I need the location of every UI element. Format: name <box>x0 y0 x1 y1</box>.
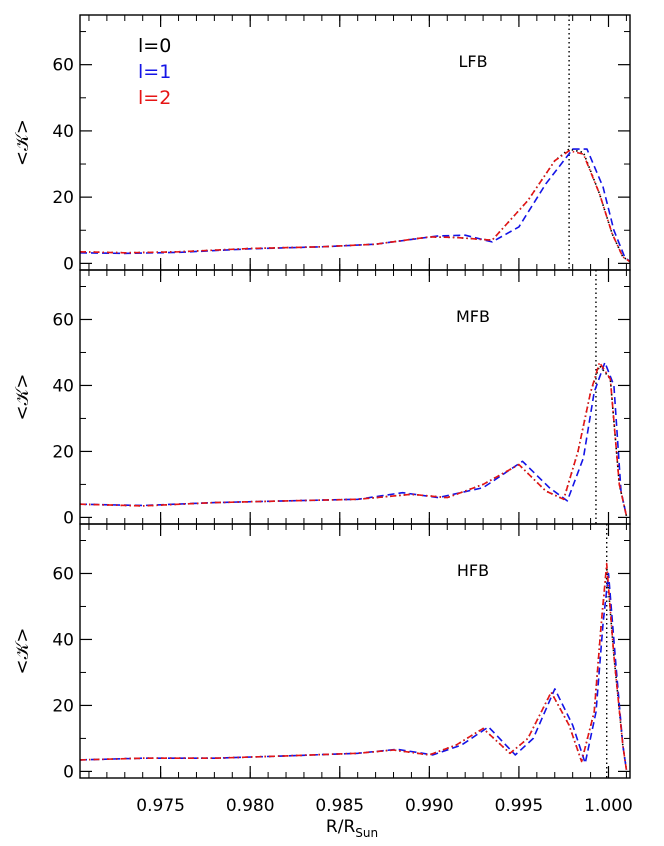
series-line-l1 <box>79 361 628 516</box>
y-tick-label: 60 <box>52 56 74 76</box>
plot-frame <box>79 523 631 779</box>
y-tick-label: 40 <box>52 630 74 650</box>
series-line-l0 <box>79 364 628 516</box>
y-tick-label: 0 <box>63 762 74 782</box>
y-axis-label: <𝒦> <box>12 374 33 421</box>
y-tick-label: 0 <box>63 254 74 274</box>
series-line-l2 <box>79 562 628 770</box>
x-tick-label: 1.000 <box>584 796 633 816</box>
y-axis-label: <𝒦> <box>12 628 33 675</box>
panel-hfb: 0 20 40 60 0.975 0.980 0.985 0.990 0.995 1.000 <𝒦>… <box>12 523 633 816</box>
y-tick-label: 60 <box>52 310 74 330</box>
panels-group: 0 20 40 60 <𝒦> LFB 0 20 40 60 <𝒦> MFB 0 20 40 60 0.975 0.… <box>12 14 633 816</box>
y-tick-label: 20 <box>52 696 74 716</box>
x-tick-label: 0.990 <box>405 796 454 816</box>
series-line-l0 <box>79 566 628 770</box>
panel-lfb: 0 20 40 60 <𝒦> LFB <box>12 14 631 274</box>
y-tick-label: 0 <box>63 508 74 528</box>
y-tick-label: 20 <box>52 442 74 462</box>
legend-entry-l1: l=1 <box>138 61 171 83</box>
series-line-l1 <box>79 572 628 770</box>
series-line-l2 <box>79 150 631 263</box>
x-axis-label: R/RSun <box>326 817 378 840</box>
series-line-l2 <box>79 361 628 516</box>
x-tick-label: 0.985 <box>315 796 364 816</box>
panel-mfb: 0 20 40 60 <𝒦> MFB <box>12 269 631 528</box>
x-tick-label: 0.975 <box>136 796 185 816</box>
x-axis-label-subscript: Sun <box>355 826 378 840</box>
legend-entry-l0: l=0 <box>138 35 171 57</box>
x-tick-label: 0.980 <box>226 796 275 816</box>
x-tick-label: 0.995 <box>495 796 544 816</box>
legend-entry-l2: l=2 <box>138 87 171 109</box>
band-label: MFB <box>456 307 490 326</box>
y-tick-label: 20 <box>52 188 74 208</box>
band-label: LFB <box>458 52 487 71</box>
y-tick-label: 60 <box>52 564 74 584</box>
y-axis-label: <𝒦> <box>12 119 33 166</box>
series-line-l1 <box>79 148 631 263</box>
band-label: HFB <box>457 561 489 580</box>
y-tick-label: 40 <box>52 376 74 396</box>
legend: l=0 l=1 l=2 <box>138 35 171 109</box>
y-tick-label: 40 <box>52 122 74 142</box>
